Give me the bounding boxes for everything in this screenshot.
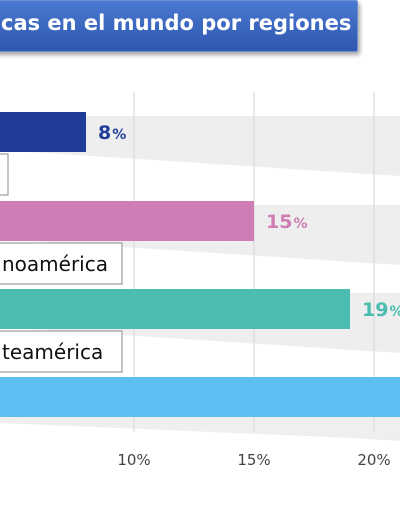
- value-label: 8%: [98, 122, 126, 144]
- value-label: 15%: [266, 211, 307, 233]
- value-labels: 8% 15% 19%: [98, 122, 400, 321]
- tick-label: 15%: [237, 451, 270, 469]
- chart-title-banner: cas en el mundo por regiones: [0, 0, 358, 52]
- tick-label: 20%: [357, 451, 390, 469]
- value-label: 19%: [362, 299, 400, 321]
- bar-track: [0, 417, 400, 440]
- x-axis-ticks: 10% 15% 20%: [117, 451, 390, 469]
- region-label: teamérica: [2, 340, 103, 364]
- region-label: noamérica: [2, 252, 108, 276]
- region-labels: noamérica teamérica: [0, 153, 123, 373]
- bar: [0, 377, 400, 417]
- bar: [0, 112, 86, 152]
- bar: [0, 201, 254, 241]
- tick-label: 10%: [117, 451, 150, 469]
- bar: [0, 289, 350, 329]
- bar-track: [0, 116, 400, 176]
- bars: [0, 112, 400, 417]
- region-label-box: [0, 153, 9, 196]
- region-label-box: [0, 242, 123, 285]
- gridlines: [133, 92, 375, 432]
- region-label-box: [0, 330, 123, 373]
- chart-title: cas en el mundo por regiones: [1, 11, 352, 35]
